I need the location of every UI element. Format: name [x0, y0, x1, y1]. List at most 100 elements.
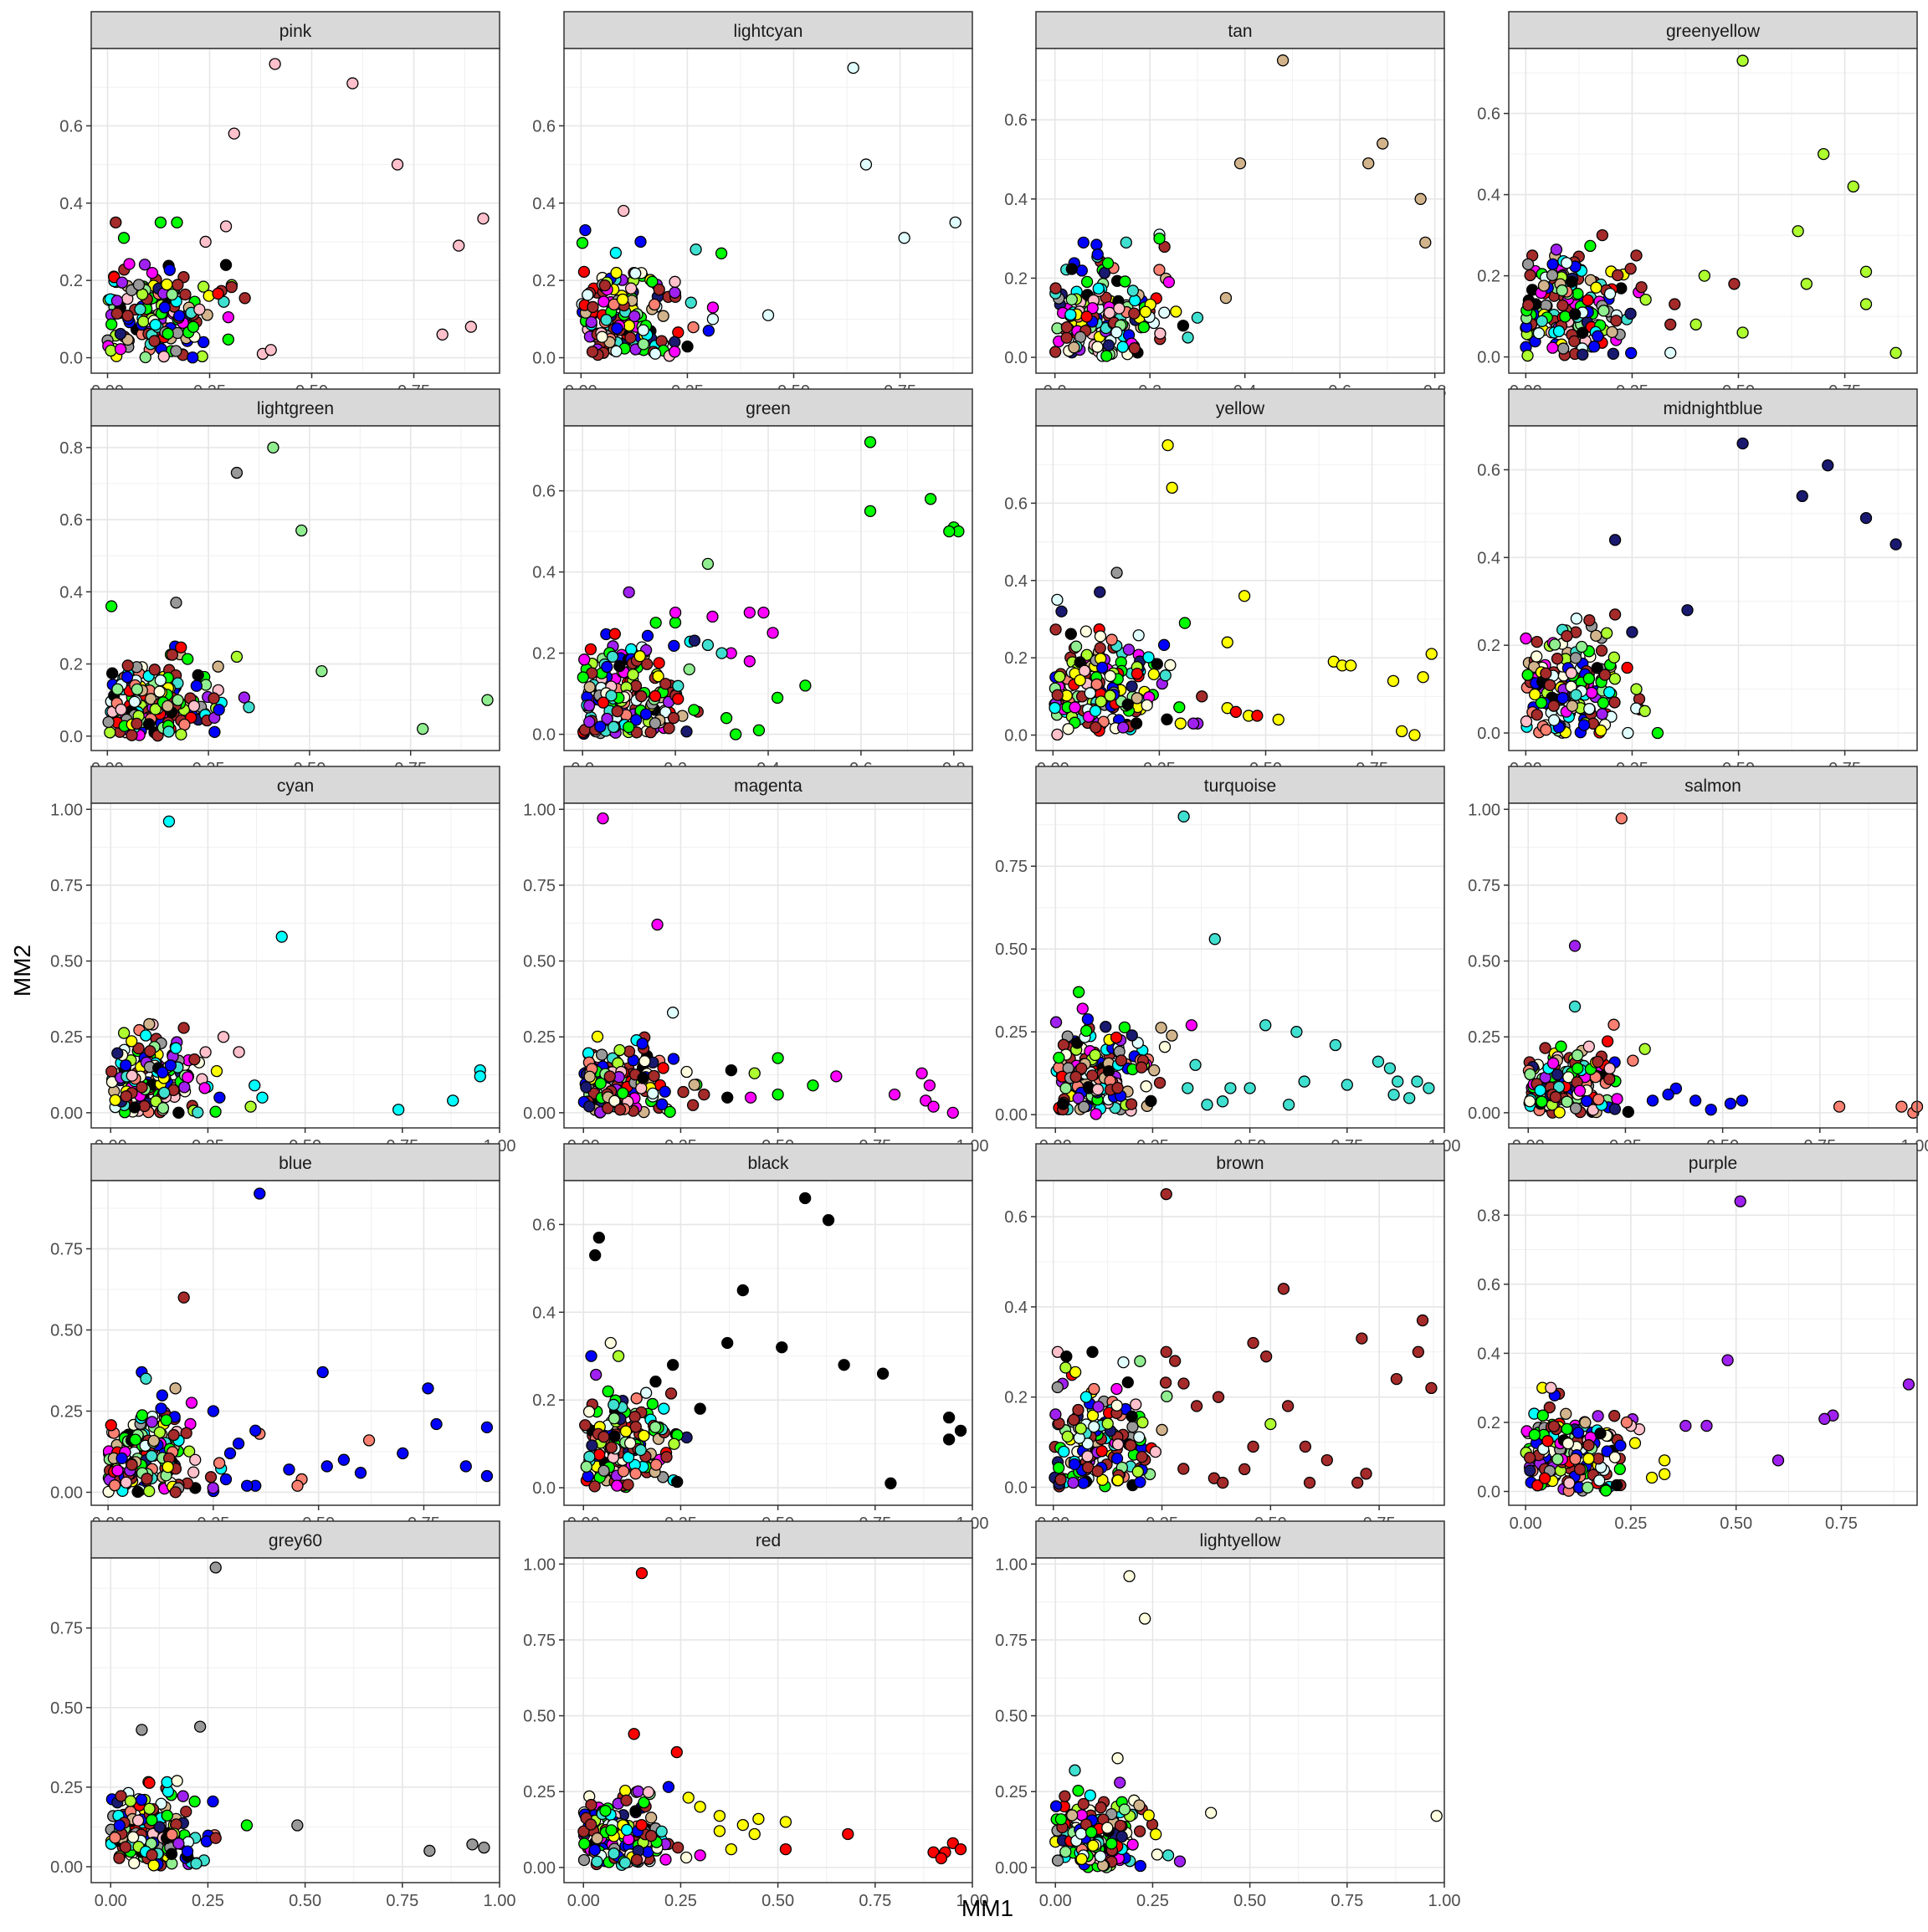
data-point: [1582, 672, 1596, 685]
data-point: [249, 1079, 261, 1092]
data-point: [599, 1805, 612, 1817]
data-point: [1061, 1430, 1074, 1443]
data-point: [228, 127, 240, 140]
data-point: [943, 525, 956, 538]
data-point: [1598, 669, 1612, 681]
facet-panel-lightgreen: lightgreen0.000.250.500.750.00.20.40.60.…: [59, 388, 500, 778]
data-point: [649, 1421, 662, 1433]
data-point: [1547, 714, 1561, 726]
y-tick-label: 0.6: [59, 511, 83, 530]
data-point: [177, 1790, 189, 1802]
data-point: [1573, 1084, 1587, 1097]
data-point: [888, 1088, 901, 1101]
x-tick-label: 0.75: [859, 1892, 891, 1910]
data-point: [1060, 320, 1074, 334]
data-point: [1105, 1837, 1118, 1850]
data-point: [1126, 680, 1138, 693]
data-point: [480, 1469, 494, 1483]
data-point: [1551, 1068, 1564, 1081]
y-tick-label: 0.2: [1004, 1389, 1028, 1407]
data-point: [1055, 605, 1068, 618]
data-point: [576, 237, 589, 249]
data-point: [1594, 724, 1608, 737]
data-point: [628, 310, 641, 323]
data-point: [611, 322, 623, 335]
data-point: [315, 665, 328, 678]
data-point: [1064, 628, 1077, 640]
data-point: [1136, 1450, 1148, 1463]
data-point: [577, 671, 589, 684]
data-point: [1372, 1055, 1385, 1068]
data-point: [620, 1823, 633, 1837]
y-tick-label: 0.0: [532, 726, 556, 745]
data-point: [180, 1427, 192, 1439]
data-point: [120, 1476, 132, 1489]
data-point: [1131, 667, 1144, 680]
data-point: [1833, 1100, 1846, 1113]
data-point: [1251, 710, 1264, 722]
data-point: [240, 1819, 254, 1832]
data-point: [1662, 1088, 1674, 1101]
data-point: [1074, 674, 1086, 687]
data-point: [161, 1809, 173, 1822]
panel-border: [90, 1180, 500, 1506]
data-point: [694, 1402, 706, 1415]
data-point: [1178, 617, 1192, 629]
data-point: [129, 1433, 141, 1446]
data-point: [153, 685, 166, 698]
x-tick-label: 1.00: [484, 1892, 516, 1910]
data-point: [187, 700, 201, 712]
data-point: [111, 1464, 124, 1477]
data-point: [1895, 1100, 1908, 1113]
data-point: [1792, 225, 1804, 238]
data-point: [146, 1814, 158, 1827]
data-point: [1134, 1859, 1146, 1873]
panel-border: [1035, 48, 1445, 374]
data-point: [163, 264, 176, 276]
data-point: [864, 505, 877, 517]
data-point: [736, 1284, 749, 1297]
data-point: [597, 1464, 610, 1477]
data-point: [170, 345, 182, 357]
data-point: [131, 1814, 145, 1827]
data-point: [155, 1402, 167, 1415]
data-point: [582, 289, 594, 301]
data-point: [1425, 648, 1438, 660]
data-point: [651, 918, 664, 931]
data-point: [799, 679, 812, 692]
data-point: [1608, 608, 1622, 621]
data-point: [397, 1447, 409, 1460]
data-point: [1091, 341, 1104, 353]
data-point: [162, 725, 175, 738]
data-point: [859, 158, 873, 171]
data-point: [687, 320, 700, 334]
data-point: [105, 1419, 117, 1432]
data-point: [1219, 291, 1233, 305]
data-point: [132, 279, 146, 291]
y-tick-label: 0.2: [59, 656, 83, 674]
data-point: [1576, 326, 1589, 339]
data-point: [1538, 1472, 1551, 1484]
data-point: [187, 351, 199, 364]
data-point: [225, 280, 238, 294]
data-point: [1541, 1435, 1554, 1448]
data-point: [1345, 659, 1357, 672]
data-point: [1062, 723, 1074, 735]
data-point: [1796, 489, 1808, 503]
data-point: [238, 691, 251, 704]
data-point: [1117, 721, 1130, 734]
data-point: [254, 1187, 266, 1200]
data-point: [667, 1053, 680, 1065]
data-point: [602, 1385, 614, 1398]
data-point: [1423, 1082, 1435, 1094]
data-point: [1078, 664, 1091, 677]
data-point: [1529, 688, 1541, 701]
y-tick-label: 1.00: [523, 801, 556, 819]
data-point: [162, 327, 174, 340]
y-tick-label: 0.4: [1004, 1299, 1028, 1317]
data-point: [1092, 282, 1105, 295]
data-point: [582, 700, 596, 712]
data-point: [632, 1785, 644, 1798]
data-point: [1196, 690, 1208, 703]
